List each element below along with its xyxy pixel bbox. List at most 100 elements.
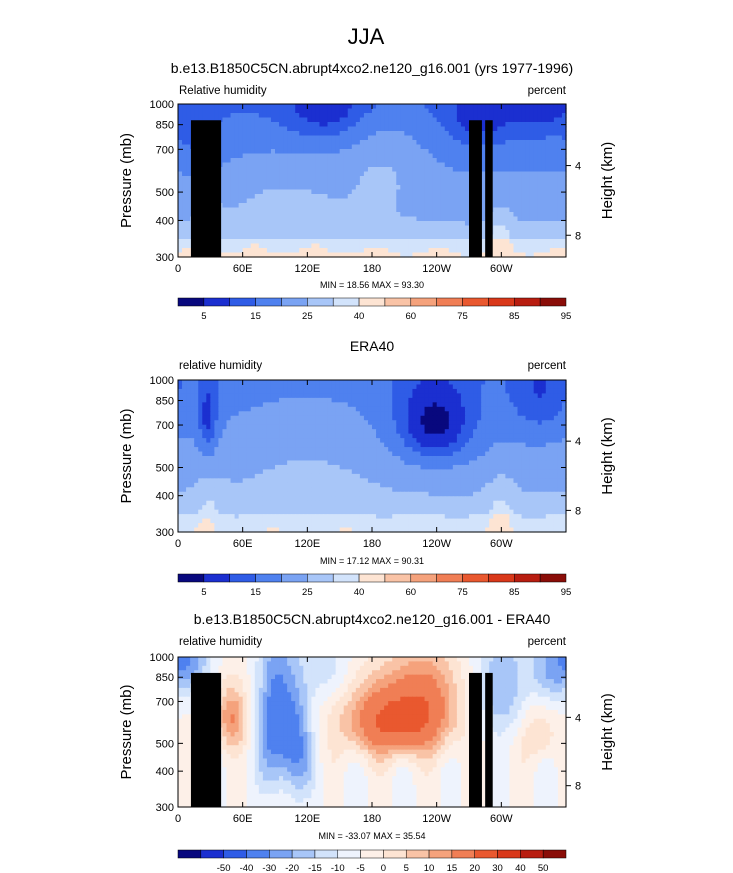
heatmap-cell (323, 225, 329, 231)
heatmap-cell (230, 194, 236, 200)
heatmap-cell (258, 176, 264, 182)
heatmap-cell (481, 397, 486, 403)
heatmap-cell (392, 122, 397, 128)
heatmap-cell (303, 406, 308, 412)
heatmap-cell (335, 397, 341, 403)
heatmap-cell (497, 393, 502, 399)
heatmap-cell (372, 117, 377, 123)
heatmap-cell (412, 411, 418, 417)
heatmap-cell (242, 167, 248, 173)
heatmap-cell (509, 415, 515, 421)
heatmap-cell (186, 243, 191, 249)
heatmap-cell (190, 397, 195, 403)
heatmap-cell (283, 438, 288, 444)
heatmap-cell (194, 424, 199, 430)
heatmap-cell (553, 203, 559, 209)
heatmap-cell (372, 212, 377, 218)
heatmap-cell (291, 108, 296, 114)
heatmap-cell (505, 433, 511, 439)
heatmap-cell (380, 198, 385, 204)
heatmap-cell (182, 225, 187, 231)
heatmap-cell (553, 117, 559, 123)
heatmap-cell (287, 167, 292, 173)
heatmap-cell (335, 239, 341, 245)
heatmap-cell (210, 438, 215, 444)
heatmap-cell (489, 429, 494, 435)
heatmap-cell (501, 225, 506, 231)
heatmap-cell (376, 185, 381, 191)
heatmap-cell (517, 203, 523, 209)
heatmap-cell (408, 402, 414, 408)
heatmap-cell (254, 189, 260, 195)
heatmap-cell (270, 122, 276, 128)
heatmap-cell (408, 438, 414, 444)
heatmap-cell (432, 180, 438, 186)
heatmap-cell (412, 185, 418, 191)
heatmap-cell (464, 429, 470, 435)
heatmap-cell (392, 108, 397, 114)
heatmap-cell (529, 424, 535, 430)
heatmap-cell (266, 384, 272, 390)
heatmap-cell (367, 388, 373, 395)
heatmap-cell (444, 117, 450, 123)
heatmap-cell (258, 406, 264, 412)
heatmap-cell (291, 411, 296, 417)
heatmap-cell (214, 420, 220, 426)
heatmap-cell (327, 144, 333, 150)
heatmap-cell (529, 203, 535, 209)
heatmap-cell (557, 122, 563, 128)
heatmap-cell (238, 442, 244, 448)
heatmap-cell (428, 108, 434, 114)
heatmap-cell (270, 171, 276, 177)
heatmap-cell (303, 397, 308, 403)
heatmap-cell (517, 447, 523, 453)
heatmap-cell (198, 451, 203, 457)
heatmap-cell (359, 104, 365, 110)
heatmap-cell (481, 189, 486, 195)
heatmap-cell (408, 153, 414, 159)
heatmap-cell (355, 185, 361, 191)
heatmap-cell (549, 212, 555, 218)
heatmap-cell (477, 447, 482, 453)
heatmap-cell (392, 131, 397, 137)
heatmap-cell (295, 243, 300, 249)
heatmap-cell (537, 171, 543, 177)
heatmap-cell (198, 438, 203, 444)
heatmap-cell (553, 176, 559, 182)
heatmap-cell (315, 393, 321, 399)
heatmap-cell (319, 113, 325, 119)
heatmap-cell (178, 248, 183, 254)
heatmap-cell (295, 149, 300, 155)
heatmap-cell (359, 162, 365, 168)
heatmap-cell (367, 239, 373, 245)
heatmap-cell (230, 451, 236, 457)
heatmap-cell (351, 108, 357, 114)
heatmap-cell (246, 122, 252, 128)
heatmap-cell (505, 243, 511, 249)
heatmap-cell (246, 171, 252, 177)
heatmap-cell (400, 424, 405, 430)
heatmap-cell (448, 212, 454, 218)
heatmap-cell (307, 420, 312, 426)
heatmap-cell (533, 212, 539, 218)
heatmap-cell (509, 158, 515, 164)
heatmap-cell (525, 406, 531, 412)
heatmap-cell (464, 122, 470, 128)
heatmap-cell (537, 380, 543, 386)
heatmap-cell (432, 203, 438, 209)
heatmap-cell (287, 158, 292, 164)
heatmap-cell (501, 162, 506, 168)
heatmap-cell (513, 397, 519, 403)
heatmap-cell (440, 252, 446, 258)
heatmap-cell (452, 388, 458, 395)
heatmap-cell (343, 126, 349, 132)
heatmap-cell (295, 158, 300, 164)
heatmap-cell (509, 189, 515, 195)
heatmap-cell (250, 397, 256, 403)
heatmap-cell (291, 207, 296, 213)
heatmap-cell (452, 406, 458, 412)
heatmap-cell (287, 406, 292, 412)
heatmap-cell (501, 185, 506, 191)
heatmap-cell (311, 433, 317, 439)
heatmap-cell (299, 429, 304, 435)
